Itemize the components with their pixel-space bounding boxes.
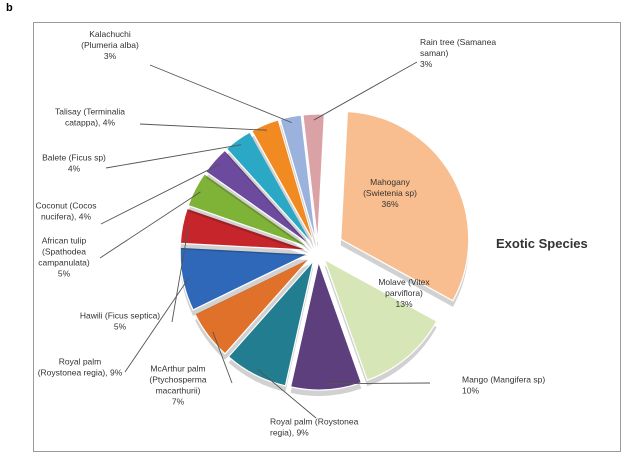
pie-slice: [179, 207, 309, 251]
slice-label: McArthur palm: [150, 364, 205, 374]
slice-label: regia), 9%: [270, 428, 309, 438]
slice-label: parviflora): [385, 288, 423, 298]
pie-slice: [187, 172, 310, 249]
slice-label: 3%: [420, 59, 433, 69]
pie-slice-shadow: [280, 121, 317, 249]
leader-line: [124, 277, 190, 373]
slice-label: Balete (Ficus sp): [42, 153, 106, 163]
slice-label: (Ptychosperma: [149, 375, 206, 385]
slice-label: (Swietenia sp): [363, 188, 417, 198]
slice-label: Mango (Mangifera sp): [462, 375, 545, 385]
pie-slice: [289, 259, 363, 391]
slice-label: saman): [420, 48, 449, 58]
slice-label: 5%: [58, 269, 71, 279]
slice-label: Hawili (Ficus septica): [80, 311, 160, 321]
slice-label: Royal palm (Roystonea: [270, 417, 359, 427]
slice-label: 7%: [172, 397, 185, 407]
panel-letter: b: [6, 2, 13, 14]
slice-label: 3%: [104, 51, 117, 61]
pie-slice: [227, 260, 315, 387]
slice-label: 10%: [462, 386, 479, 396]
slice-label: Molave (Vitex: [378, 277, 430, 287]
leader-line: [105, 144, 242, 169]
leader-line: [99, 191, 201, 259]
chart-title: Exotic Species: [496, 236, 588, 251]
slice-label: Coconut (Cocos: [36, 201, 97, 211]
slice-label: macarthurii): [156, 386, 201, 396]
pie-slice: [340, 110, 470, 302]
pie-slice: [323, 258, 438, 382]
slice-label: 36%: [381, 199, 398, 209]
leader-line: [212, 331, 233, 384]
slice-label: (Spathodea: [42, 247, 86, 257]
leader-line: [171, 226, 189, 323]
slice-label: Talisay (Terminalia: [55, 107, 125, 117]
pie-slice: [279, 114, 317, 243]
slice-label: catappa), 4%: [65, 118, 116, 128]
slice-label: African tulip: [42, 236, 87, 246]
pie-slice: [179, 246, 309, 311]
pie-slice: [250, 119, 315, 244]
leader-line: [325, 382, 431, 385]
leader-line: [257, 369, 317, 419]
pie-slice: [205, 149, 311, 246]
slice-label: Kalachuchi: [89, 29, 131, 39]
slice-label: campanulata): [38, 258, 90, 268]
pie-slice: [194, 257, 311, 355]
leader-line: [100, 164, 220, 225]
leader-line: [149, 64, 292, 124]
slice-label: 5%: [114, 322, 127, 332]
slice-label: (Plumeria alba): [81, 40, 139, 50]
leader-line: [313, 61, 418, 121]
slice-label: Royal palm: [59, 357, 102, 367]
slice-label: 4%: [68, 164, 81, 174]
slice-label: (Roystonea regia), 9%: [38, 368, 123, 378]
slice-label: nucifera), 4%: [41, 212, 92, 222]
leader-line: [139, 123, 268, 131]
slice-label: Mahogany: [370, 177, 410, 187]
pie-slice: [225, 131, 313, 245]
slice-label: Rain tree (Samanea: [420, 37, 496, 47]
slice-label: 13%: [395, 299, 412, 309]
